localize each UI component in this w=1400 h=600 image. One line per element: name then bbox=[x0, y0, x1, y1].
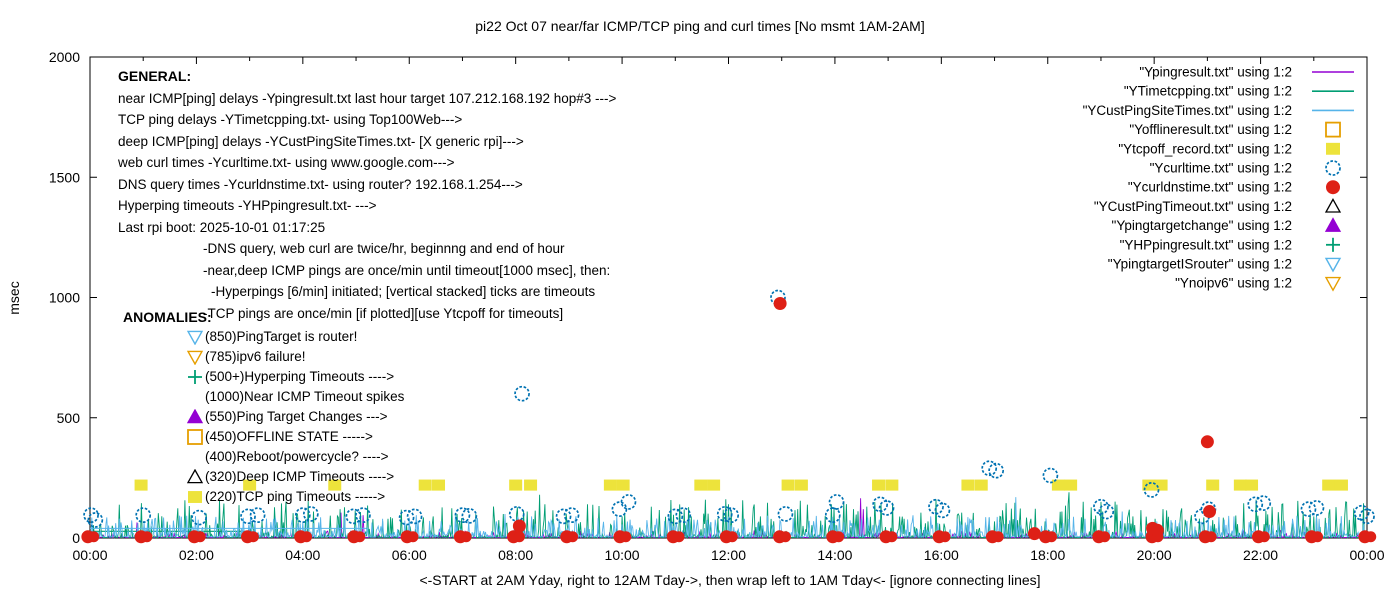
y-tick-label: 500 bbox=[57, 410, 81, 426]
triangle-down-open-icon bbox=[187, 330, 203, 345]
x-tick-label: 00:00 bbox=[72, 547, 107, 563]
general-line: near ICMP[ping] delays -Ypingresult.txt … bbox=[118, 90, 617, 106]
anomaly-item: (1000)Near ICMP Timeout spikes bbox=[123, 387, 404, 407]
x-tick-label: 16:00 bbox=[924, 547, 959, 563]
chart-title: pi22 Oct 07 near/far ICMP/TCP ping and c… bbox=[475, 18, 925, 34]
legend-entry-label: "YpingtargetISrouter" using 1:2 bbox=[1108, 257, 1292, 272]
series-Ycurldnstime.txt bbox=[81, 297, 1377, 544]
legend: "Ypingresult.txt" using 1:2 "YTimetcpping… bbox=[1083, 65, 1354, 292]
x-tick-label: 00:00 bbox=[1349, 547, 1384, 563]
anomaly-text: (220)TCP ping Timeouts -----> bbox=[205, 489, 386, 504]
anomaly-text: (550)Ping Target Changes ---> bbox=[205, 409, 388, 424]
x-tick-label: 18:00 bbox=[1030, 547, 1065, 563]
y-axis-label: msec bbox=[6, 281, 22, 315]
general-line: Last rpi boot: 2025-10-01 01:17:25 bbox=[118, 219, 326, 235]
anomaly-item: (400)Reboot/powercycle? ----> bbox=[123, 447, 404, 467]
x-tick-label: 22:00 bbox=[1243, 547, 1278, 563]
x-tick-label: 14:00 bbox=[817, 547, 852, 563]
x-axis-note: <-START at 2AM Yday, right to 12AM Tday-… bbox=[419, 572, 1041, 588]
x-tick-label: 20:00 bbox=[1137, 547, 1172, 563]
legend-entry-label: "YCustPingSiteTimes.txt" using 1:2 bbox=[1083, 103, 1292, 118]
anomaly-item: (850)PingTarget is router! bbox=[123, 327, 404, 347]
x-tick-label: 10:00 bbox=[605, 547, 640, 563]
general-line: -DNS query, web curl are twice/hr, begin… bbox=[203, 241, 565, 256]
y-tick-label: 1500 bbox=[49, 169, 80, 185]
anomaly-text: (850)PingTarget is router! bbox=[205, 329, 358, 344]
legend-entry-label: "Ypingresult.txt" using 1:2 bbox=[1139, 65, 1292, 80]
x-tick-label: 06:00 bbox=[392, 547, 427, 563]
general-line: -near,deep ICMP pings are once/min until… bbox=[203, 262, 611, 278]
anomaly-text: (1000)Near ICMP Timeout spikes bbox=[205, 389, 405, 404]
general-line: web curl times -Ycurltime.txt- using www… bbox=[118, 155, 455, 170]
general-line: DNS query times -Ycurldnstime.txt- using… bbox=[118, 176, 523, 192]
general-line: -Hyperpings [6/min] initiated; [vertical… bbox=[211, 284, 596, 299]
triangle-up-open-icon bbox=[187, 469, 203, 484]
square-open-icon bbox=[187, 429, 203, 445]
legend-entry-label: "Ycurltime.txt" using 1:2 bbox=[1150, 161, 1292, 176]
anomaly-text: (785)ipv6 failure! bbox=[205, 349, 306, 364]
legend-entry-label: "Ytcpoff_record.txt" using 1:2 bbox=[1118, 141, 1292, 156]
anomaly-item: (450)OFFLINE STATE -----> bbox=[123, 427, 404, 447]
x-tick-label: 02:00 bbox=[179, 547, 214, 563]
anomalies-annotation-block: ANOMALIES: (850)PingTarget is router! (78… bbox=[123, 307, 404, 507]
general-heading: GENERAL: bbox=[118, 68, 192, 84]
anomaly-item: (500+)Hyperping Timeouts ----> bbox=[123, 367, 404, 387]
general-line: -TCP pings are once/min [if plotted][use… bbox=[203, 305, 564, 321]
triangle-up-filled-icon bbox=[187, 409, 203, 424]
x-tick-label: 08:00 bbox=[498, 547, 533, 563]
anomaly-item: (320)Deep ICMP Timeouts ----> bbox=[123, 467, 404, 487]
general-line: Hyperping timeouts -YHPpingresult.txt- -… bbox=[118, 198, 377, 213]
anomalies-heading: ANOMALIES: bbox=[123, 309, 212, 325]
square-filled-icon bbox=[188, 491, 202, 503]
legend-entry-label: "Ynoipv6" using 1:2 bbox=[1175, 276, 1292, 291]
legend-entry-label: "Yofflineresult.txt" using 1:2 bbox=[1129, 122, 1292, 137]
y-tick-label: 1000 bbox=[49, 290, 80, 306]
y-tick-label: 0 bbox=[72, 530, 80, 546]
anomaly-item: (220)TCP ping Timeouts -----> bbox=[123, 487, 404, 507]
general-annotation-block: GENERAL: near ICMP[ping] delays -Ypingre… bbox=[118, 66, 616, 324]
plus-icon bbox=[188, 370, 202, 384]
anomaly-text: (500+)Hyperping Timeouts ----> bbox=[205, 369, 395, 384]
x-tick-label: 04:00 bbox=[285, 547, 320, 563]
triangle-down-open-icon bbox=[187, 350, 203, 365]
y-tick-label: 2000 bbox=[49, 49, 80, 65]
general-line: deep ICMP[ping] delays -YCustPingSiteTim… bbox=[118, 133, 524, 149]
anomaly-item: (785)ipv6 failure! bbox=[123, 347, 404, 367]
legend-entry-label: "YCustPingTimeout.txt" using 1:2 bbox=[1094, 199, 1292, 214]
anomaly-text: (450)OFFLINE STATE -----> bbox=[205, 429, 373, 444]
anomaly-item: (550)Ping Target Changes ---> bbox=[123, 407, 404, 427]
legend-entry-label: "Ypingtargetchange" using 1:2 bbox=[1112, 218, 1292, 233]
legend-entry-label: "YTimetcpping.txt" using 1:2 bbox=[1124, 84, 1292, 99]
general-line: TCP ping delays -YTimetcpping.txt- using… bbox=[118, 112, 463, 127]
anomaly-text: (400)Reboot/powercycle? ----> bbox=[205, 449, 389, 464]
legend-entry-label: "YHPpingresult.txt" using 1:2 bbox=[1120, 237, 1292, 252]
series-Ytcpoff_record.txt bbox=[134, 479, 1348, 491]
legend-entry-label: "Ycurldnstime.txt" using 1:2 bbox=[1128, 180, 1292, 195]
anomaly-text: (320)Deep ICMP Timeouts ----> bbox=[205, 469, 395, 484]
x-tick-label: 12:00 bbox=[711, 547, 746, 563]
